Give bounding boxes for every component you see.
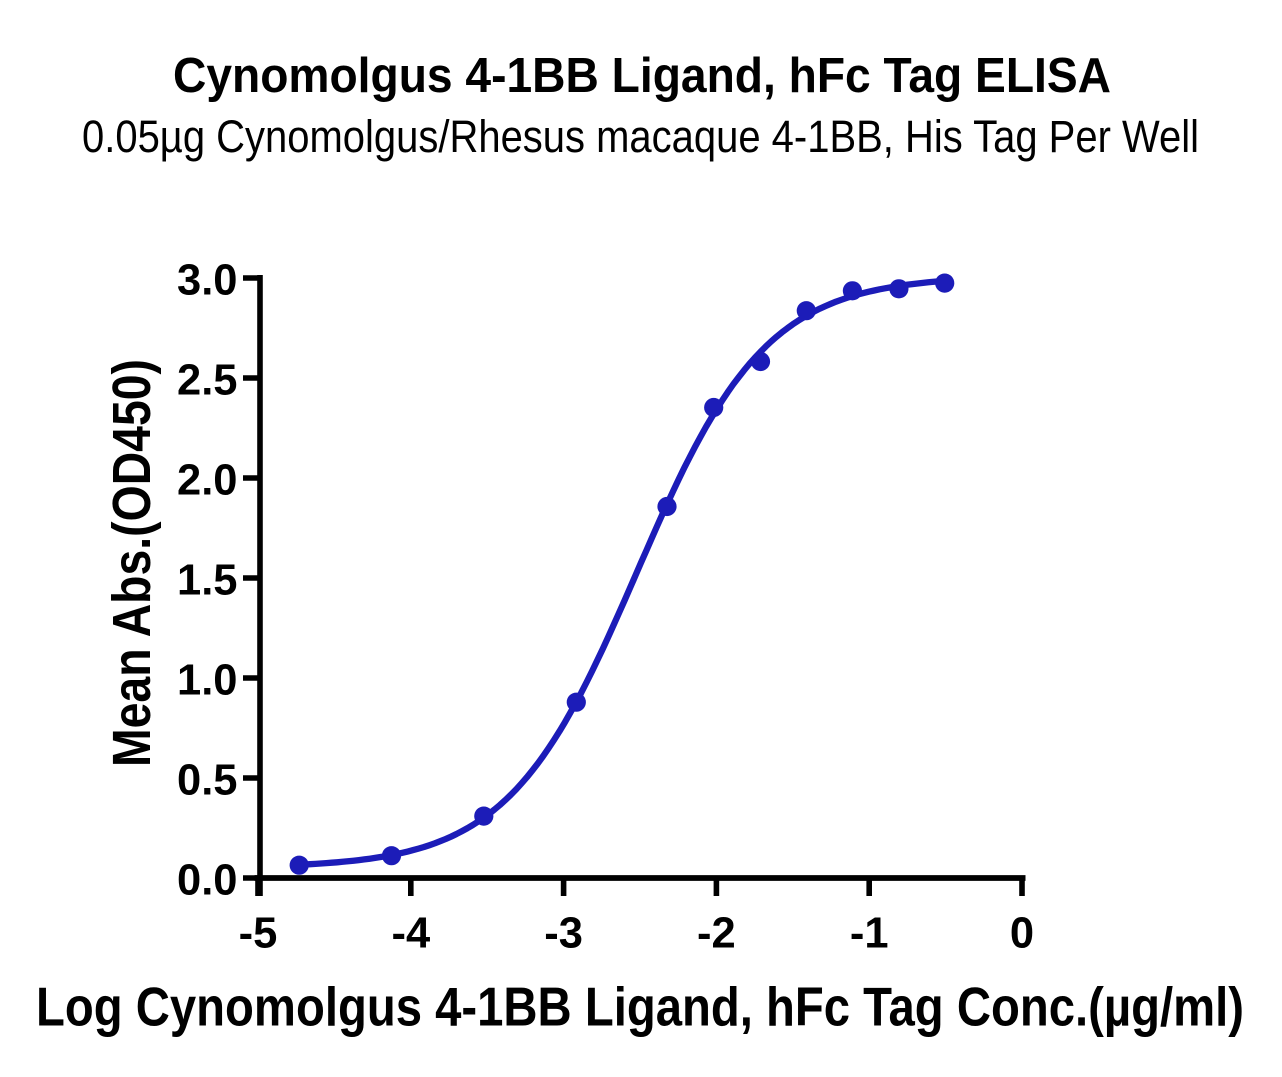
svg-text:-1: -1 [850,910,889,958]
svg-text:-4: -4 [391,910,430,958]
svg-text:2.5: 2.5 [177,357,237,405]
svg-text:-3: -3 [544,910,583,958]
svg-text:3.0: 3.0 [177,257,237,305]
svg-text:Cynomolgus 4-1BB Ligand, hFc T: Cynomolgus 4-1BB Ligand, hFc Tag ELISA [173,49,1111,103]
svg-text:-5: -5 [239,910,278,958]
svg-text:0.0: 0.0 [177,857,237,905]
svg-text:1.5: 1.5 [177,557,237,605]
svg-text:2.0: 2.0 [177,457,237,505]
svg-text:0: 0 [1010,910,1034,958]
svg-text:Mean Abs.(OD450): Mean Abs.(OD450) [102,359,162,767]
svg-text:-2: -2 [697,910,736,958]
svg-text:0.05µg Cynomolgus/Rhesus macaq: 0.05µg Cynomolgus/Rhesus macaque 4-1BB, … [82,111,1199,162]
svg-text:0.5: 0.5 [177,757,237,805]
svg-text:Log Cynomolgus 4-1BB Ligand, h: Log Cynomolgus 4-1BB Ligand, hFc Tag Con… [36,977,1244,1038]
svg-text:1.0: 1.0 [177,657,237,705]
